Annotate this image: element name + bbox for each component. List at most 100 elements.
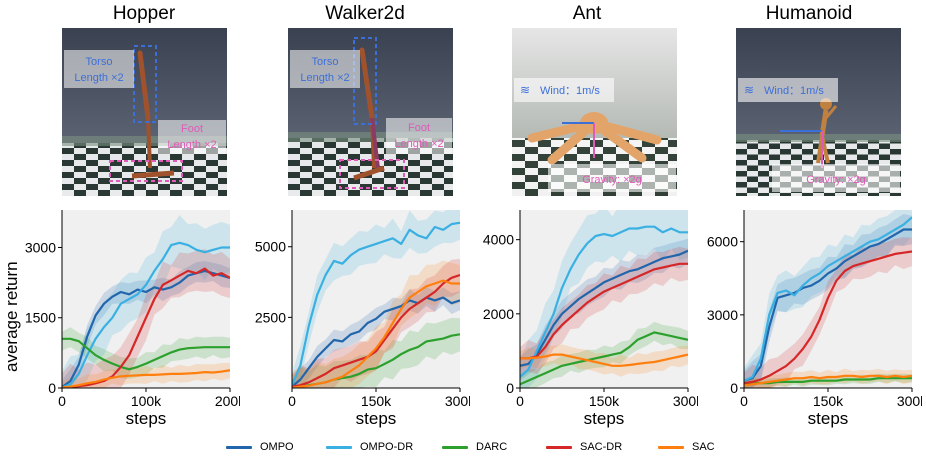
band-ompo-dr <box>292 210 460 388</box>
hopper-label-foot: Foot <box>181 123 203 135</box>
x-tick-label: 150k <box>813 393 844 409</box>
band-ompo <box>292 286 460 388</box>
legend-label: SAC-DR <box>580 441 623 453</box>
legend-item-darc: DARC <box>442 437 507 457</box>
chart-humanoid: 0 150k 300k 0 3000 6000 steps <box>707 210 922 428</box>
hopper-label-torso-scale: Length ×2 <box>74 72 123 84</box>
line-ompo-dr <box>744 216 912 382</box>
y-tick-label: 2000 <box>483 306 514 322</box>
legend: OMPO OMPO-DR DARC SAC-DR SAC <box>0 437 926 457</box>
legend-swatch <box>546 445 572 449</box>
plot-area <box>520 210 688 388</box>
line-sac <box>292 279 460 388</box>
line-ompo-dr <box>520 225 688 378</box>
legend-label: DARC <box>476 441 508 453</box>
legend-label: SAC <box>692 441 715 453</box>
line-sac-dr <box>62 267 230 388</box>
line-darc <box>62 337 230 371</box>
plot-area <box>62 210 230 388</box>
legend-swatch <box>658 445 684 449</box>
band-sac <box>744 368 912 388</box>
title-walker2d: Walker2d <box>325 3 405 24</box>
x-tick-label: 200k <box>215 393 240 409</box>
line-sac-dr <box>520 262 688 360</box>
y-tick-label: 1500 <box>25 310 56 326</box>
line-ompo <box>292 296 460 388</box>
chart-ant: 0 150k 300k 0 2000 4000 steps <box>483 210 698 428</box>
band-sac <box>520 344 688 377</box>
hopper-label-foot-scale: Length ×2 <box>167 139 216 151</box>
legend-label: OMPO <box>260 441 294 453</box>
legend-item-sac: SAC <box>658 437 715 457</box>
x-tick-label: 0 <box>58 393 66 409</box>
humanoid-scene-image: ≋ Wind：1m/s Gravity: ×2g <box>736 28 901 196</box>
walker-label-foot: Foot <box>408 122 430 134</box>
x-axis-label: steps <box>808 409 849 428</box>
legend-label: OMPO-DR <box>360 441 414 453</box>
ant-label-wind: Wind：1m/s <box>540 85 600 97</box>
x-tick-label: 150k <box>361 393 392 409</box>
line-sac <box>744 374 912 387</box>
line-darc <box>520 331 688 386</box>
line-sac <box>520 353 688 367</box>
line-ompo <box>744 228 912 382</box>
walker-label-torso-scale: Length ×2 <box>300 72 349 84</box>
y-tick-label: 0 <box>730 380 738 396</box>
band-darc <box>62 327 230 379</box>
line-sac <box>62 369 230 388</box>
legend-item-ompo-dr: OMPO-DR <box>326 437 413 457</box>
legend-swatch <box>442 445 468 449</box>
legend-item-sac-dr: SAC-DR <box>546 437 622 457</box>
band-darc <box>520 321 688 388</box>
walker-label-foot-scale: Length ×2 <box>394 138 443 150</box>
line-ompo <box>62 269 230 388</box>
y-tick-label: 3000 <box>707 307 738 323</box>
y-tick-label: 5000 <box>255 239 286 255</box>
line-darc <box>744 377 912 385</box>
band-ompo <box>520 238 688 381</box>
legend-item-ompo: OMPO <box>226 437 294 457</box>
x-tick-label: 300k <box>897 393 922 409</box>
walker-label-torso: Torso <box>312 56 339 68</box>
y-tick-label: 6000 <box>707 234 738 250</box>
x-tick-label: 300k <box>673 393 698 409</box>
y-tick-label: 0 <box>506 380 514 396</box>
title-humanoid: Humanoid <box>765 3 853 24</box>
band-ompo-dr <box>744 210 912 388</box>
hopper-scene-image: Torso Length ×2 Foot Length ×2 <box>62 28 227 196</box>
y-tick-label: 0 <box>48 380 56 396</box>
x-tick-label: 300k <box>445 393 470 409</box>
ant-label-gravity: Gravity: ×2g <box>582 174 642 186</box>
legend-swatch <box>326 445 352 449</box>
x-axis-label: steps <box>356 409 397 428</box>
line-sac-dr <box>292 273 460 388</box>
x-axis-label: steps <box>126 409 167 428</box>
y-tick-label: 4000 <box>483 232 514 248</box>
wind-icon: ≋ <box>744 83 754 97</box>
band-darc <box>292 317 460 388</box>
x-tick-label: 0 <box>740 393 748 409</box>
band-sac-dr <box>744 237 912 388</box>
title-hopper: Hopper <box>112 3 176 24</box>
x-axis-label: steps <box>584 409 625 428</box>
title-ant: Ant <box>572 3 602 24</box>
band-ompo <box>744 214 912 388</box>
chart-walker2d: 0 150k 300k 2500 5000 steps <box>255 210 470 428</box>
y-tick-label: 2500 <box>255 309 286 325</box>
walker-scene-image: Torso Length ×2 Foot Length ×2 <box>288 28 453 196</box>
chart-hopper: 0 100k 200k 0 1500 3000 steps <box>25 210 240 428</box>
x-tick-label: 0 <box>516 393 524 409</box>
x-tick-label: 100k <box>131 393 162 409</box>
humanoid-label-gravity: Gravity: ×2g <box>806 174 866 186</box>
band-ompo-dr <box>62 215 230 388</box>
x-tick-label: 150k <box>589 393 620 409</box>
y-tick-label: 3000 <box>25 239 56 255</box>
line-ompo-dr <box>292 221 460 386</box>
wind-icon: ≋ <box>520 83 530 97</box>
line-ompo <box>520 249 688 367</box>
ant-scene-image: ≋ Wind：1m/s Gravity: ×2g <box>512 28 677 196</box>
x-tick-label: 0 <box>288 393 296 409</box>
line-sac-dr <box>744 250 912 385</box>
band-sac-dr <box>520 246 688 377</box>
